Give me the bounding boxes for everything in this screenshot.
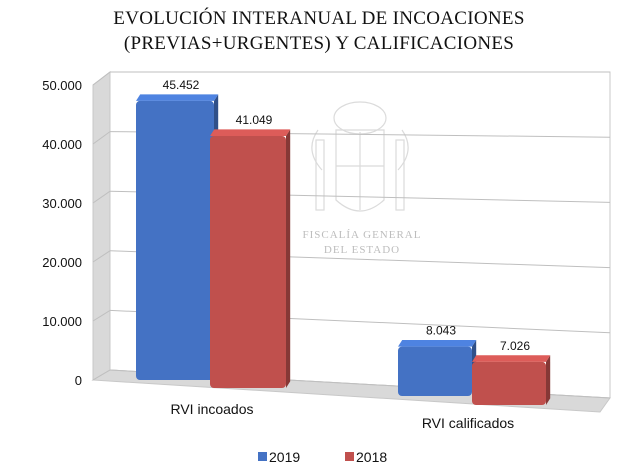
category-labels: RVI incoados RVI calificados — [170, 401, 514, 431]
legend: 2019 2018 — [258, 449, 387, 465]
data-label-2019-calificados: 8.043 — [426, 324, 456, 338]
bars: 45.452 41.049 8.043 7.026 — [136, 78, 551, 405]
bar-top-face — [472, 355, 551, 362]
y-tick-label-0: 0 — [75, 373, 82, 388]
category-label-1: RVI calificados — [422, 415, 514, 431]
bar-2019-calificados — [398, 340, 477, 396]
gridline-side-4 — [92, 131, 111, 145]
bar-2018-incoados — [210, 129, 291, 389]
bar-front-face — [398, 346, 472, 396]
watermark-text-line-1: FISCALÍA GENERAL — [303, 229, 422, 241]
gridline-side-3 — [92, 190, 111, 204]
legend-label-2019: 2019 — [269, 449, 300, 465]
gridline-side-1 — [92, 309, 111, 322]
y-tick-label-4: 40.000 — [42, 137, 82, 152]
data-label-2018-incoados: 41.049 — [236, 113, 273, 127]
y-axis-tick-labels: 0 10.000 20.000 30.000 40.000 50.000 — [42, 78, 82, 388]
y-tick-label-5: 50.000 — [42, 78, 82, 93]
data-label-2018-calificados: 7.026 — [500, 339, 530, 353]
y-tick-label-2: 20.000 — [42, 255, 82, 270]
legend-swatch-2019 — [258, 452, 267, 461]
chart-title: EVOLUCIÓN INTERANUAL DE INCOACIONES (PRE… — [0, 6, 638, 56]
legend-swatch-2018 — [345, 452, 354, 461]
bar-2019-incoados — [136, 94, 219, 381]
chart-title-line-1: EVOLUCIÓN INTERANUAL DE INCOACIONES — [113, 8, 525, 29]
bar-top-face — [210, 129, 291, 136]
bar-front-face — [210, 135, 286, 388]
data-label-2019-incoados: 45.452 — [163, 78, 200, 92]
category-label-0: RVI incoados — [170, 401, 253, 417]
chart-side-wall — [92, 70, 111, 381]
watermark-text-line-2: DEL ESTADO — [324, 244, 400, 256]
gridline-side-2 — [92, 250, 111, 263]
gridline-side-0 — [92, 369, 111, 381]
bar-front-face — [472, 361, 546, 405]
legend-label-2018: 2018 — [356, 449, 387, 465]
y-tick-label-1: 10.000 — [42, 314, 82, 329]
bar-top-face — [136, 94, 219, 101]
y-tick-label-3: 30.000 — [42, 196, 82, 211]
bar-side-face — [546, 355, 551, 405]
bar-top-face — [398, 340, 477, 347]
bar-front-face — [136, 100, 214, 381]
bar-side-face — [286, 129, 291, 389]
bar-2018-calificados — [472, 355, 551, 405]
chart-title-line-2: (PREVIAS+URGENTES) Y CALIFICACIONES — [123, 33, 515, 54]
gridline-side-5 — [92, 71, 111, 86]
